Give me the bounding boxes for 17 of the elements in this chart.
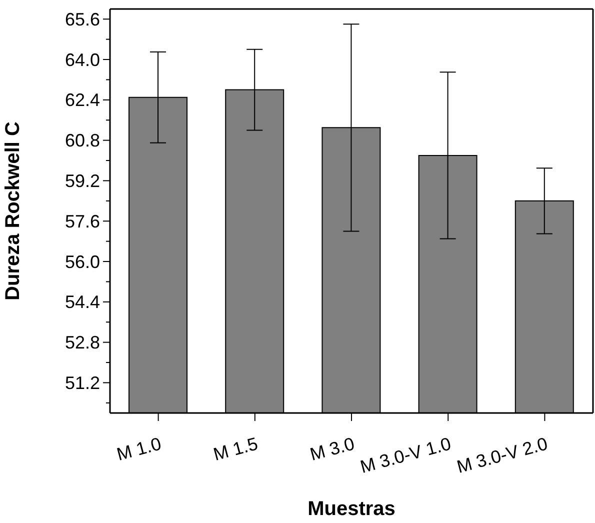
- y-tick-label: 54.4: [64, 292, 100, 312]
- x-tick-label: M 1.0: [114, 434, 164, 465]
- y-tick-label: 65.6: [64, 9, 100, 30]
- y-tick-label: 52.8: [64, 332, 100, 353]
- x-tick-label: M 1.5: [211, 434, 260, 465]
- x-tick-label: M 3.0-V 2.0: [454, 434, 550, 477]
- y-tick-label: 60.8: [64, 130, 100, 151]
- y-tick-label: 62.4: [64, 90, 100, 110]
- x-axis-title: Muestras: [308, 498, 396, 520]
- y-tick-label: 56.0: [64, 252, 100, 272]
- x-tick-label: M 3.0-V 1.0: [358, 434, 454, 477]
- y-axis-title: Dureza Rockwell C: [2, 122, 24, 300]
- y-tick-label: 57.6: [64, 211, 100, 232]
- y-tick-label: 59.2: [64, 171, 100, 191]
- y-tick-label: 64.0: [64, 50, 100, 70]
- x-tick-label: M 3.0: [308, 434, 357, 465]
- y-tick-label: 51.2: [64, 373, 100, 393]
